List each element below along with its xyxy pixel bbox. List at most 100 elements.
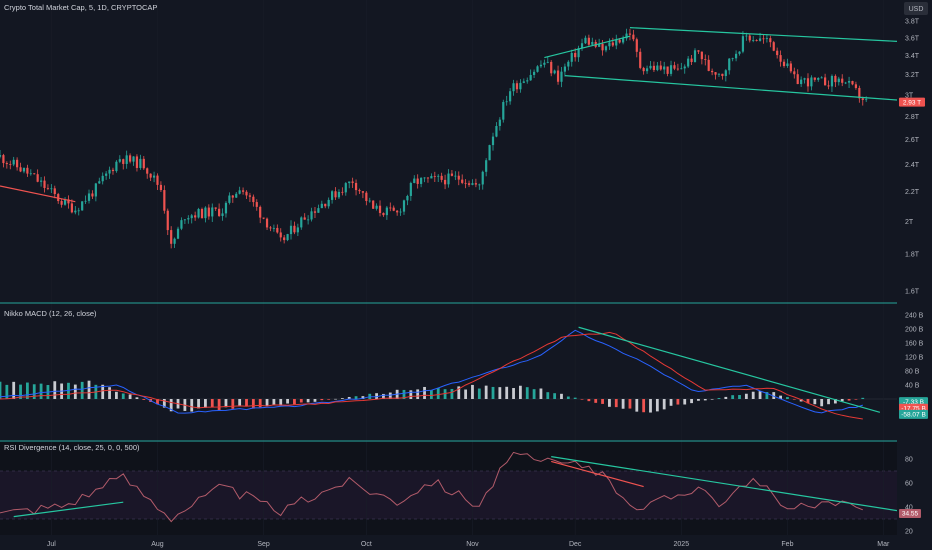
macd-histogram-bar [108,387,111,399]
candle [461,174,464,185]
candle [440,172,443,183]
macd-histogram-bar [204,399,207,408]
price-panel-title: Crypto Total Market Cap, 5, 1D, CRYPTOCA… [4,3,157,12]
candle [5,161,8,169]
candle-body [265,218,269,228]
candle [755,39,758,42]
candle [471,179,474,186]
candle-body [687,58,690,67]
candle [413,175,416,184]
candle [214,207,217,211]
candle [74,206,77,215]
candle-body [707,59,710,71]
candle [26,164,29,177]
candle-body [207,207,210,217]
macd-histogram-bar [580,399,584,400]
candle-body [238,190,241,194]
macd-histogram-bar [772,392,776,399]
candle-body [433,176,436,177]
candle-body [769,38,772,43]
rsi-axis-ticks: 80 60 40 20 [905,457,913,536]
price-axis-ticks: 3.8T 3.6T 3.4T 3.2T 3T 2.8T 2.6T 2.4T 2.2T 2T 1.8T… [905,19,920,296]
candle-body [286,234,289,241]
candle [420,177,423,188]
macd-histogram-bar [840,399,844,402]
candle [567,60,570,71]
candle [146,167,149,179]
candle [265,217,269,231]
candle [63,197,67,206]
rsi-tick-label: 60 [905,481,913,488]
candle-body [693,50,697,63]
candle [553,69,556,75]
candle-body [81,201,84,211]
candle-body [587,37,590,45]
candle [334,187,337,201]
candle-body [108,169,111,174]
macd-histogram-bar [354,396,358,399]
candle [796,69,799,85]
candle-body [755,40,758,41]
candle [348,181,351,189]
candle-body [683,66,686,69]
candle [310,207,313,222]
candle-body [673,65,676,69]
candle [156,173,159,190]
candle [765,34,769,43]
candle [53,185,56,199]
candle [307,215,310,225]
candle-body [437,175,440,177]
candle-body [296,227,299,233]
candle [683,64,686,74]
candle-body [269,227,272,229]
candle [303,213,306,220]
candle [207,204,210,220]
macd-histogram-bar [32,384,36,399]
candle-body [16,159,19,168]
candle-body [543,62,546,65]
candle [714,71,717,80]
candle [317,204,320,213]
candle [105,171,108,180]
candle [98,177,101,184]
candle [645,65,649,74]
macd-histogram-bar [525,387,529,399]
macd-histogram-bar [416,389,420,399]
macd-histogram-bar [115,391,118,399]
candle [789,60,792,74]
time-axis-label: Mar [877,541,890,548]
currency-button[interactable] [904,2,928,15]
price-trendline-3 [629,27,898,42]
candle-body [830,75,834,87]
candle-body [762,38,765,40]
candle [639,48,642,70]
macd-histogram-bar [142,399,146,400]
candle [16,157,19,171]
candle-body [0,155,2,157]
candle [272,224,275,232]
macd-axis-ticks: 240 B 200 B 160 B 120 B 80 B 40 B [905,313,924,390]
candle-body [159,184,163,191]
candle [365,191,368,206]
last-price-tag: 2.93 T [899,97,925,107]
candle-body [317,208,320,213]
candle [502,99,505,123]
candle-body [204,207,207,219]
candle [505,95,508,106]
candle-body [539,64,543,67]
macd-histogram-bar [388,392,392,399]
macd-histogram-bar [655,399,659,412]
candle [194,211,197,221]
candle [351,177,354,188]
candle-body [283,237,286,241]
candle [84,195,87,205]
candle-body [454,175,457,177]
candle [522,78,525,84]
macd-histogram-bar [19,384,22,399]
candle-body [399,211,402,213]
candle-body [293,225,296,233]
candle [457,171,460,186]
candle-body [574,52,577,58]
candle [800,76,803,88]
macd-histogram-bar [217,399,221,411]
